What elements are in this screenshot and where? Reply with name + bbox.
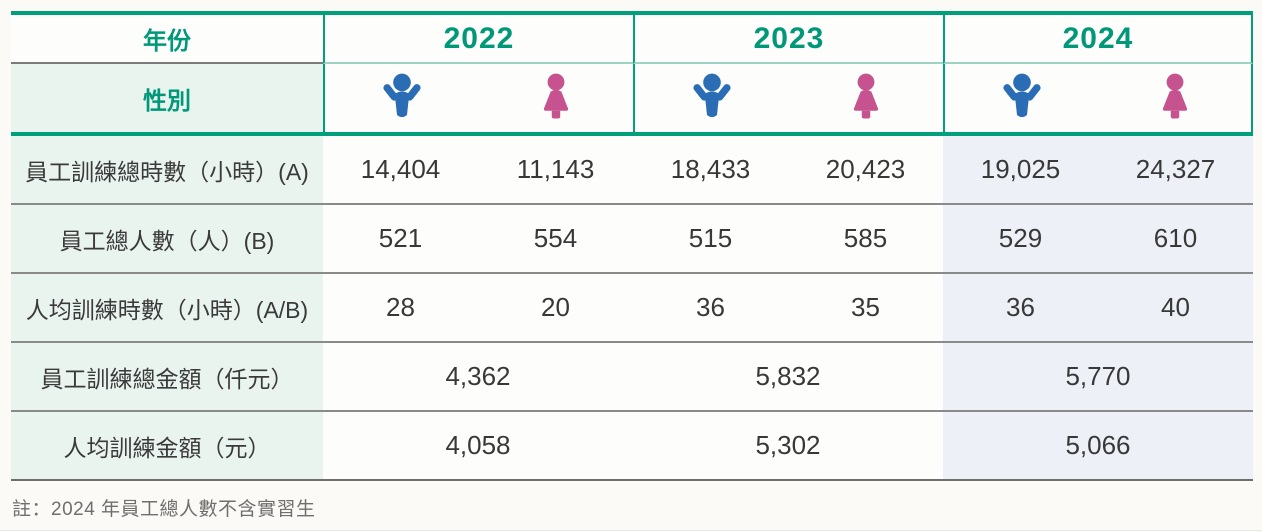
- year-2023-header: 2023: [633, 15, 943, 64]
- cell-2022-female: 554: [478, 205, 633, 274]
- cell-2022-total: 4,362: [323, 343, 633, 412]
- female-person-icon: [478, 64, 633, 136]
- cell-2022-total: 4,058: [323, 412, 633, 481]
- row-label: 人均訓練時數（小時）(A/B): [11, 274, 323, 343]
- row-label: 員工訓練總金額（仟元）: [11, 343, 323, 412]
- cell-2024-total: 5,066: [943, 412, 1253, 481]
- table-row-total-training-cost: 員工訓練總金額（仟元） 4,362 5,832 5,770: [11, 343, 1253, 412]
- cell-2024-male: 36: [943, 274, 1098, 343]
- cell-2024-male: 19,025: [943, 136, 1098, 205]
- gender-header-row: 性別: [11, 64, 1253, 136]
- cell-2024-female: 610: [1098, 205, 1253, 274]
- cell-2023-female: 20,423: [788, 136, 943, 205]
- table-row-average-training-cost: 人均訓練金額（元） 4,058 5,302 5,066: [11, 412, 1253, 481]
- table-row-total-training-hours: 員工訓練總時數（小時）(A) 14,404 11,143 18,433 20,4…: [11, 136, 1253, 205]
- cell-2023-total: 5,302: [633, 412, 943, 481]
- cell-2023-female: 35: [788, 274, 943, 343]
- cell-2023-total: 5,832: [633, 343, 943, 412]
- cell-2023-female: 585: [788, 205, 943, 274]
- year-header-label: 年份: [11, 15, 323, 64]
- year-header-row: 年份 2022 2023 2024: [11, 15, 1253, 64]
- cell-2024-female: 40: [1098, 274, 1253, 343]
- cell-2024-female: 24,327: [1098, 136, 1253, 205]
- cell-2022-male: 28: [323, 274, 478, 343]
- cell-2023-male: 515: [633, 205, 788, 274]
- female-person-icon: [1098, 64, 1253, 136]
- cell-2024-total: 5,770: [943, 343, 1253, 412]
- male-person-icon: [323, 64, 478, 136]
- male-person-icon: [943, 64, 1098, 136]
- cell-2022-male: 14,404: [323, 136, 478, 205]
- cell-2023-male: 36: [633, 274, 788, 343]
- cell-2022-female: 11,143: [478, 136, 633, 205]
- data-table: 年份 2022 2023 2024 性別: [11, 11, 1253, 481]
- year-2022-header: 2022: [323, 15, 633, 64]
- row-label: 員工訓練總時數（小時）(A): [11, 136, 323, 205]
- row-label: 員工總人數（人）(B): [11, 205, 323, 274]
- female-person-icon: [788, 64, 943, 136]
- row-label: 人均訓練金額（元）: [11, 412, 323, 481]
- male-person-icon: [633, 64, 788, 136]
- footnote: 註：2024 年員工總人數不含實習生: [12, 499, 316, 520]
- cell-2023-male: 18,433: [633, 136, 788, 205]
- year-2024-header: 2024: [943, 15, 1253, 64]
- cell-2022-female: 20: [478, 274, 633, 343]
- bottom-divider: [0, 530, 1262, 531]
- training-statistics-table: 年份 2022 2023 2024 性別: [11, 11, 1253, 521]
- gender-header-label: 性別: [11, 64, 323, 136]
- table-row-total-employees: 員工總人數（人）(B) 521 554 515 585 529 610: [11, 205, 1253, 274]
- cell-2022-male: 521: [323, 205, 478, 274]
- table-row-average-training-hours: 人均訓練時數（小時）(A/B) 28 20 36 35 36 40: [11, 274, 1253, 343]
- cell-2024-male: 529: [943, 205, 1098, 274]
